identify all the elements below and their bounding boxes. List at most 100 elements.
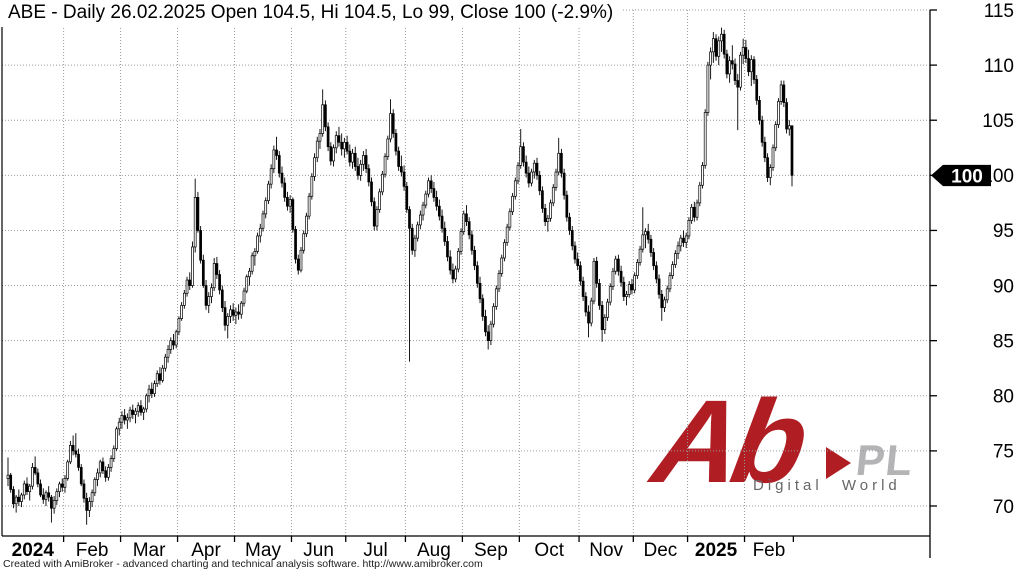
- candle-body: [6, 474, 10, 479]
- candle-body: [318, 133, 322, 142]
- candle-body: [112, 448, 116, 459]
- candle-body: [516, 165, 520, 182]
- candle-body: [169, 340, 173, 350]
- candle-body: [55, 491, 59, 501]
- candle-body: [218, 274, 221, 291]
- candle-body: [93, 479, 97, 494]
- candle-body: [79, 467, 83, 485]
- svg-text:70: 70: [993, 497, 1014, 518]
- candle-body: [128, 409, 132, 419]
- candle-body: [296, 258, 300, 271]
- candle-body: [85, 497, 89, 511]
- candle-body: [131, 409, 135, 415]
- candle-body: [725, 53, 729, 75]
- candle-body: [199, 230, 202, 261]
- candle-body: [58, 483, 61, 493]
- svg-text:115: 115: [984, 1, 1014, 22]
- candle-body: [676, 245, 680, 254]
- candle-body: [736, 80, 740, 88]
- candle-body: [584, 296, 588, 313]
- svg-text:90: 90: [993, 276, 1014, 297]
- candle-body: [549, 202, 552, 219]
- candle-body: [728, 60, 731, 75]
- candle-body: [77, 453, 80, 468]
- candle-body: [362, 155, 365, 165]
- candle-body: [90, 492, 94, 502]
- candle-body: [343, 141, 346, 150]
- candle-body: [353, 152, 357, 167]
- candle-body: [136, 405, 140, 412]
- candle-body: [299, 249, 303, 271]
- candle-body: [50, 496, 53, 509]
- candle-body: [389, 113, 392, 140]
- candle-body: [655, 265, 658, 280]
- candle-body: [543, 208, 547, 222]
- candle-body: [703, 112, 707, 166]
- candle-body: [20, 494, 23, 502]
- candle-body: [541, 190, 544, 209]
- candle-body: [535, 162, 539, 176]
- gridlines: [2, 9, 930, 536]
- candle-body: [155, 373, 159, 384]
- candle-body: [400, 166, 403, 173]
- candle-body: [462, 213, 466, 232]
- candle-body: [288, 199, 292, 207]
- candle-body: [258, 227, 262, 237]
- candle-body: [744, 47, 748, 59]
- candle-body: [519, 146, 523, 166]
- candle-body: [107, 467, 110, 478]
- candle-body: [324, 104, 327, 128]
- svg-text:Dec: Dec: [644, 540, 678, 561]
- candle-body: [326, 126, 330, 148]
- candle-body: [600, 305, 604, 330]
- candle-body: [364, 155, 368, 170]
- candle-body: [671, 264, 674, 276]
- candle-body: [98, 461, 102, 474]
- candle-body: [109, 458, 113, 468]
- candle-body: [614, 258, 618, 272]
- candle-body: [345, 141, 349, 152]
- svg-text:2024: 2024: [12, 540, 55, 561]
- candle-body: [17, 496, 21, 502]
- candle-body: [150, 388, 154, 394]
- candle-body: [147, 388, 151, 397]
- candle-body: [245, 276, 249, 292]
- candle-body: [768, 167, 772, 178]
- candle-body: [302, 233, 306, 251]
- candle-body: [348, 150, 352, 163]
- candle-body: [397, 150, 400, 167]
- candle-body: [386, 138, 390, 157]
- candle-body: [275, 149, 278, 156]
- candle-body: [283, 182, 287, 198]
- candle-body: [467, 221, 471, 236]
- candle-body: [204, 285, 208, 306]
- candle-body: [31, 467, 34, 487]
- candle-body: [454, 268, 457, 280]
- candle-body: [277, 155, 281, 174]
- candle-body: [440, 215, 444, 229]
- candle-body: [682, 237, 685, 243]
- candle-body: [568, 216, 571, 231]
- candle-body: [494, 288, 498, 307]
- candle-body: [581, 280, 585, 297]
- candle-body: [307, 195, 311, 217]
- candle-body: [595, 260, 599, 284]
- candle-body: [673, 253, 677, 265]
- candle-body: [622, 281, 626, 297]
- candle-body: [503, 242, 506, 259]
- candle-body: [459, 231, 463, 252]
- candle-body: [478, 282, 482, 300]
- svg-text:Jun: Jun: [303, 540, 334, 561]
- candle-body: [511, 195, 514, 213]
- candle-body: [153, 383, 156, 394]
- candle-body: [446, 241, 449, 258]
- candle-body: [554, 171, 558, 188]
- svg-text:May: May: [245, 540, 281, 561]
- candle-body: [481, 298, 485, 317]
- candle-body: [687, 220, 691, 237]
- candle-body: [766, 157, 769, 178]
- candle-body: [448, 256, 452, 271]
- candle-body: [351, 152, 354, 163]
